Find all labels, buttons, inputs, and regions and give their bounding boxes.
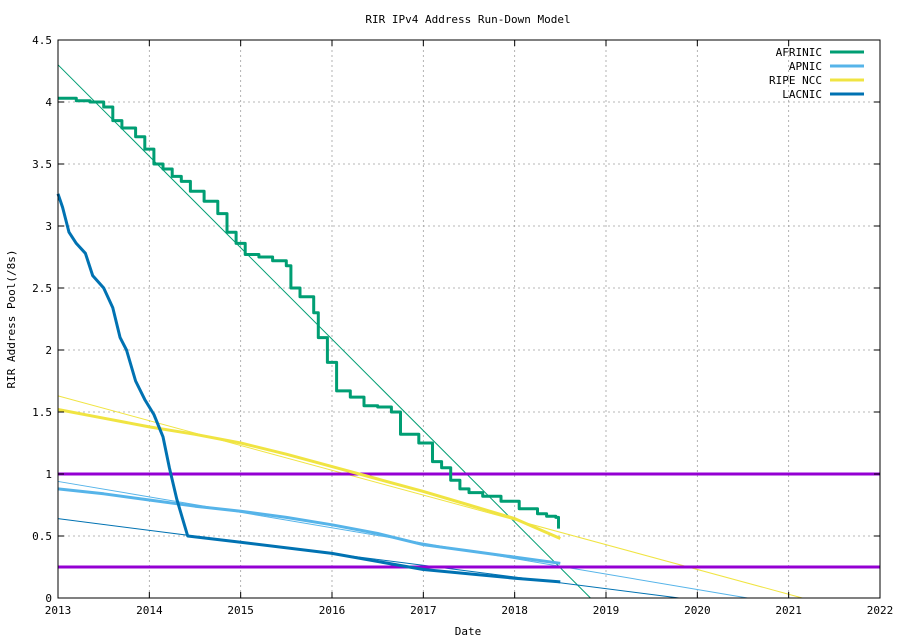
x-tick-label: 2013 [45, 604, 72, 617]
series-line [56, 193, 561, 584]
y-tick-label: 3.5 [32, 158, 52, 171]
y-tick-label: 1.5 [32, 406, 52, 419]
legend-label: AFRINIC [776, 46, 822, 59]
series-line [57, 408, 561, 540]
x-tick-label: 2020 [684, 604, 711, 617]
plot-frame [57, 39, 881, 599]
x-axis-title: Date [455, 625, 482, 638]
y-tick-label: 2.5 [32, 282, 52, 295]
x-tick-label: 2019 [593, 604, 620, 617]
chart-title: RIR IPv4 Address Run-Down Model [365, 13, 570, 26]
x-tick-label: 2015 [227, 604, 254, 617]
x-tick-label: 2016 [319, 604, 346, 617]
series-line [57, 487, 561, 565]
y-tick-label: 0.5 [32, 530, 52, 543]
data-series [56, 96, 561, 584]
y-tick-label: 4 [45, 96, 52, 109]
trend-line [57, 64, 591, 599]
x-tick-label: 2018 [501, 604, 528, 617]
x-tick-label: 2014 [136, 604, 163, 617]
y-tick-label: 1 [45, 468, 52, 481]
x-tick-label: 2022 [867, 604, 894, 617]
legend-label: APNIC [789, 60, 822, 73]
legend-label: RIPE NCC [769, 74, 822, 87]
y-tick-label: 3 [45, 220, 52, 233]
threshold-lines [58, 472, 880, 569]
y-tick-label: 2 [45, 344, 52, 357]
y-axis-title: RIR Address Pool(/8s) [5, 249, 18, 388]
x-tick-label: 2017 [410, 604, 437, 617]
trend-line [57, 395, 803, 599]
series-line [58, 96, 560, 529]
x-tick-label: 2021 [775, 604, 802, 617]
y-tick-label: 4.5 [32, 34, 52, 47]
axis-ticks: 2013 2014 2015 2016 2017 2018 2019 2020 2021 2022… [32, 34, 893, 617]
y-tick-label: 0 [45, 592, 52, 605]
legend-label: LACNIC [782, 88, 822, 101]
